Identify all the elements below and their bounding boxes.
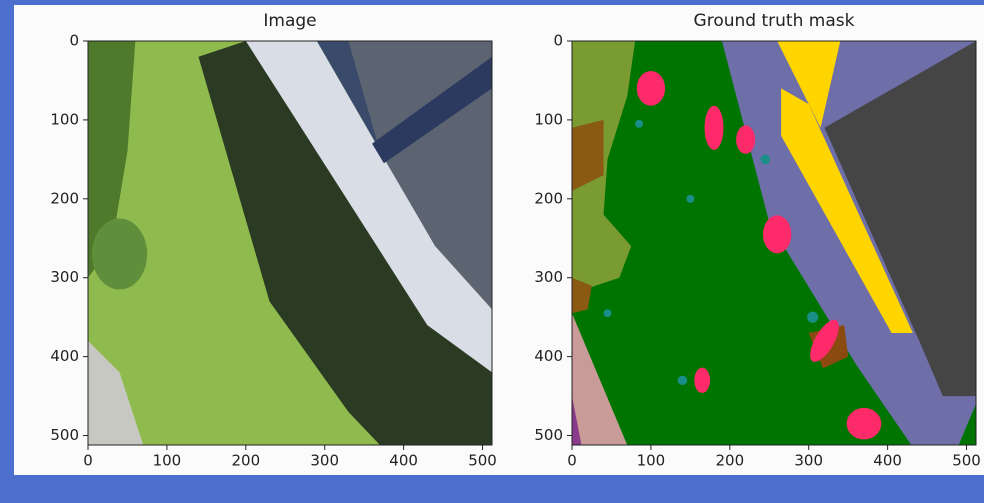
y-tick-label: 300	[50, 268, 79, 286]
x-tick-label: 400	[873, 452, 902, 470]
mask	[572, 41, 976, 445]
y-tick-label: 100	[534, 110, 563, 128]
y-tick-label: 300	[534, 268, 563, 286]
axes-title: Image	[263, 11, 316, 31]
x-tick-label: 100	[637, 452, 666, 470]
x-tick-label: 400	[389, 452, 418, 470]
page: Image01002003004005000100200300400500Gro…	[0, 0, 984, 503]
x-tick-label: 300	[794, 452, 823, 470]
x-tick-label: 500	[952, 452, 981, 470]
y-tick-label: 200	[50, 189, 79, 207]
x-tick-label: 200	[231, 452, 260, 470]
y-tick-label: 0	[553, 32, 563, 50]
y-tick-label: 500	[50, 426, 79, 444]
y-tick-label: 100	[50, 110, 79, 128]
photo	[88, 41, 492, 445]
x-tick-label: 0	[567, 452, 577, 470]
y-tick-label: 500	[534, 426, 563, 444]
axes-title: Ground truth mask	[694, 11, 855, 31]
x-tick-label: 0	[83, 452, 93, 470]
y-tick-label: 0	[69, 32, 79, 50]
y-tick-label: 400	[50, 347, 79, 365]
y-tick-label: 400	[534, 347, 563, 365]
x-tick-label: 200	[715, 452, 744, 470]
x-tick-label: 300	[310, 452, 339, 470]
figure: Image01002003004005000100200300400500Gro…	[0, 0, 984, 503]
x-tick-label: 500	[468, 452, 497, 470]
y-tick-label: 200	[534, 189, 563, 207]
x-tick-label: 100	[153, 452, 182, 470]
